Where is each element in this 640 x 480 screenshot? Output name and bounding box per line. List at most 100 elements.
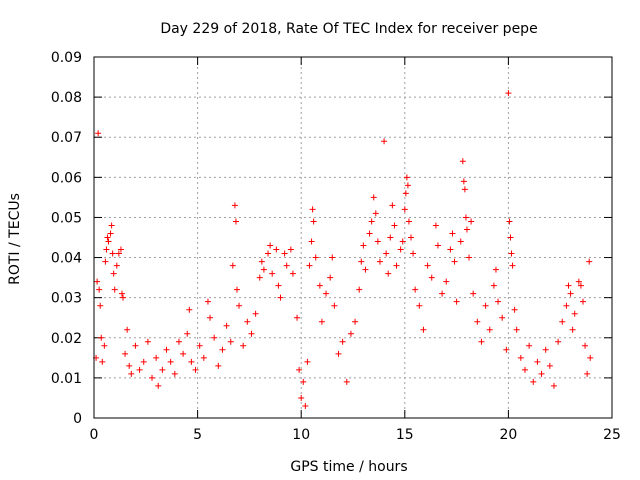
data-point — [233, 286, 240, 293]
data-point — [155, 382, 162, 389]
data-point — [323, 290, 330, 297]
data-point — [115, 250, 122, 257]
x-axis-title: GPS time / hours — [290, 459, 407, 475]
data-point — [316, 282, 323, 289]
data-point — [273, 246, 280, 253]
data-point — [404, 182, 411, 189]
data-point — [567, 290, 574, 297]
data-point — [478, 338, 485, 345]
data-point — [117, 246, 124, 253]
data-point — [269, 270, 276, 277]
data-point — [358, 258, 365, 265]
data-point — [362, 266, 369, 273]
data-point — [538, 370, 545, 377]
data-point — [461, 186, 468, 193]
data-point — [492, 266, 499, 273]
data-point — [304, 358, 311, 365]
data-point — [227, 338, 234, 345]
data-point — [219, 346, 226, 353]
data-point — [474, 318, 481, 325]
data-point — [339, 338, 346, 345]
data-point — [424, 262, 431, 269]
data-point — [188, 358, 195, 365]
x-tick-label: 25 — [603, 427, 621, 443]
data-point — [569, 326, 576, 333]
data-point — [298, 394, 305, 401]
data-point — [96, 286, 103, 293]
data-point — [184, 330, 191, 337]
data-point — [296, 366, 303, 373]
data-point — [309, 206, 316, 213]
data-point — [509, 262, 516, 269]
data-point — [94, 278, 101, 285]
data-point — [542, 346, 549, 353]
data-point — [232, 218, 239, 225]
data-point — [401, 206, 408, 213]
data-point — [175, 338, 182, 345]
data-point — [582, 342, 589, 349]
data-point — [462, 214, 469, 221]
data-point — [102, 258, 109, 265]
data-point — [180, 350, 187, 357]
data-point — [267, 242, 274, 249]
data-point — [470, 290, 477, 297]
data-point — [586, 258, 593, 265]
data-point — [420, 326, 427, 333]
data-point — [490, 282, 497, 289]
data-point — [584, 370, 591, 377]
y-tick-label: 0.04 — [51, 251, 82, 267]
y-tick-label: 0 — [73, 411, 82, 427]
data-point — [126, 362, 133, 369]
data-point — [104, 234, 111, 241]
data-point — [410, 250, 417, 257]
data-point — [403, 174, 410, 181]
data-point — [236, 302, 243, 309]
data-point — [405, 218, 412, 225]
data-point — [550, 382, 557, 389]
data-point — [391, 222, 398, 229]
data-point — [105, 238, 112, 245]
data-point — [499, 314, 506, 321]
data-point — [374, 238, 381, 245]
data-point — [356, 286, 363, 293]
data-point — [118, 290, 125, 297]
x-tick-label: 10 — [292, 427, 310, 443]
y-tick-label: 0.09 — [51, 50, 82, 66]
data-point — [555, 338, 562, 345]
data-point — [128, 370, 135, 377]
data-point — [453, 298, 460, 305]
data-point — [108, 222, 115, 229]
data-point — [428, 274, 435, 281]
data-point — [534, 358, 541, 365]
data-point — [389, 202, 396, 209]
chart-title: Day 229 of 2018, Rate Of TEC Index for r… — [160, 21, 537, 37]
data-point — [240, 342, 247, 349]
data-point — [463, 226, 470, 233]
data-point — [416, 302, 423, 309]
data-point — [587, 354, 594, 361]
data-point — [335, 350, 342, 357]
y-tick-label: 0.06 — [51, 170, 82, 186]
data-point — [120, 294, 127, 301]
data-point — [140, 358, 147, 365]
data-point — [109, 250, 116, 257]
data-point — [402, 190, 409, 197]
data-point — [565, 282, 572, 289]
data-point — [107, 230, 114, 237]
data-point — [381, 138, 388, 145]
data-point — [229, 262, 236, 269]
data-point — [207, 314, 214, 321]
data-point — [329, 254, 336, 261]
data-point — [526, 342, 533, 349]
data-point — [521, 366, 528, 373]
data-point — [434, 242, 441, 249]
data-point — [111, 286, 118, 293]
data-point — [370, 194, 377, 201]
data-point — [308, 238, 315, 245]
data-point — [559, 318, 566, 325]
data-point — [579, 298, 586, 305]
data-point — [327, 274, 334, 281]
data-point — [366, 230, 373, 237]
data-point — [385, 270, 392, 277]
